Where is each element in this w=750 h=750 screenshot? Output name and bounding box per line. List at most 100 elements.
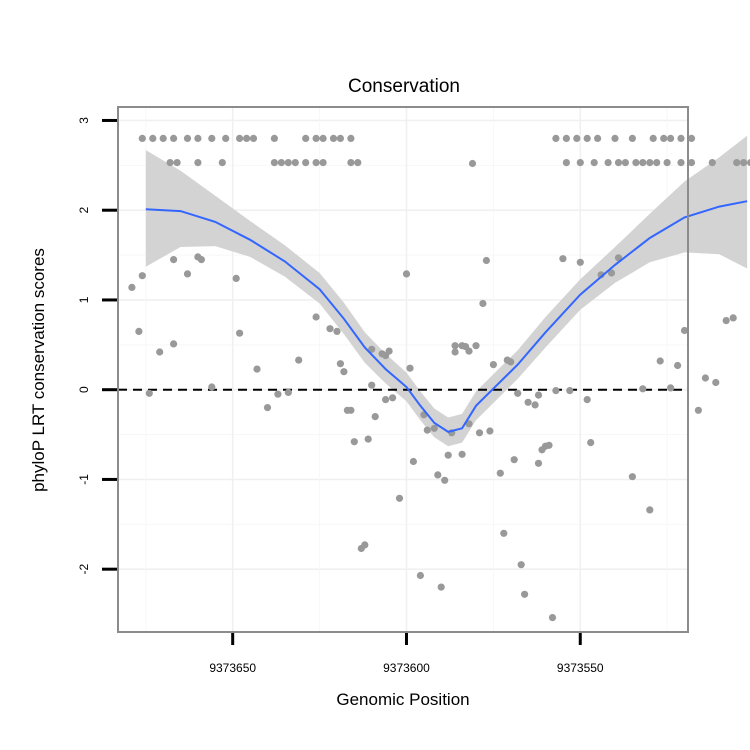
data-point — [218, 159, 226, 167]
data-point — [170, 134, 178, 142]
data-point — [423, 426, 431, 434]
data-point — [347, 406, 355, 414]
data-point — [507, 358, 515, 366]
data-point — [350, 438, 358, 446]
data-point — [156, 348, 164, 356]
data-point — [562, 134, 571, 142]
data-point — [340, 368, 348, 376]
data-point — [284, 159, 292, 167]
data-point — [639, 385, 647, 393]
data-point — [566, 387, 574, 395]
data-point — [368, 345, 376, 353]
data-point — [573, 134, 581, 142]
data-point — [395, 494, 404, 502]
data-point — [587, 439, 595, 447]
data-point — [319, 159, 327, 167]
data-point — [667, 384, 675, 392]
data-point — [680, 326, 689, 335]
data-point — [663, 159, 671, 167]
data-point — [489, 361, 497, 369]
data-point — [277, 159, 285, 167]
data-point — [409, 457, 417, 466]
data-point — [521, 590, 529, 598]
data-point — [559, 255, 567, 263]
data-point — [263, 404, 272, 412]
data-point — [548, 614, 557, 622]
data-point — [597, 271, 605, 279]
data-point — [444, 451, 452, 459]
data-point — [475, 429, 484, 437]
data-point — [465, 420, 473, 428]
data-point — [646, 506, 654, 514]
data-point — [451, 342, 459, 350]
data-point — [583, 134, 591, 142]
data-point — [632, 159, 640, 167]
data-point — [729, 314, 737, 322]
data-point — [576, 258, 584, 266]
data-point — [149, 134, 157, 142]
data-point — [687, 134, 696, 142]
data-point — [667, 134, 675, 142]
x-tick-label: 9373600 — [383, 661, 430, 675]
data-point — [604, 159, 612, 167]
plot-panel — [117, 106, 689, 633]
data-point — [312, 313, 320, 321]
data-point — [583, 396, 591, 404]
data-point — [183, 134, 192, 142]
data-point — [722, 317, 730, 325]
data-point — [486, 427, 494, 435]
data-point — [197, 256, 205, 264]
data-point — [552, 387, 560, 395]
data-point — [145, 389, 153, 397]
data-point — [434, 471, 442, 479]
data-point — [576, 159, 584, 167]
x-axis-title: Genomic Position — [336, 690, 469, 709]
smooth-line — [145, 200, 748, 433]
data-point — [482, 256, 490, 265]
data-point — [712, 378, 720, 387]
x-tick-label: 9373550 — [557, 661, 604, 675]
data-point — [371, 413, 379, 421]
data-point — [208, 134, 216, 142]
data-point — [194, 134, 202, 142]
data-point — [326, 325, 334, 333]
data-point — [249, 134, 258, 142]
data-point — [284, 388, 292, 396]
data-point — [302, 159, 310, 167]
y-tick-label: 0 — [77, 386, 91, 393]
data-point — [170, 256, 178, 264]
y-tick-label: -1 — [77, 474, 91, 485]
data-point — [138, 134, 146, 142]
data-point — [594, 134, 602, 142]
data-point — [406, 364, 414, 372]
data-point — [347, 159, 355, 167]
data-point — [336, 360, 344, 368]
data-point — [534, 459, 543, 467]
y-tick-label: -2 — [77, 564, 91, 575]
data-point — [333, 327, 341, 335]
data-point — [653, 159, 661, 167]
data-point — [677, 134, 685, 142]
data-point — [646, 159, 654, 167]
data-point — [312, 134, 320, 142]
data-point — [385, 347, 393, 355]
data-point — [253, 365, 261, 373]
data-point — [441, 476, 449, 484]
data-point — [649, 134, 657, 142]
data-point — [319, 134, 327, 142]
data-point — [628, 473, 637, 481]
data-point — [329, 134, 338, 142]
chart-title: Conservation — [348, 76, 460, 97]
data-point — [159, 134, 167, 142]
data-point — [534, 391, 543, 399]
data-point — [270, 134, 278, 142]
data-point — [687, 159, 696, 167]
data-point — [451, 348, 459, 356]
y-axis-ticks: -2 -1 0 1 2 3 — [77, 117, 117, 575]
data-point — [135, 327, 143, 335]
x-tick-label: 9373650 — [209, 661, 256, 675]
data-point — [590, 159, 598, 167]
data-point — [232, 274, 240, 282]
data-point — [128, 283, 136, 291]
